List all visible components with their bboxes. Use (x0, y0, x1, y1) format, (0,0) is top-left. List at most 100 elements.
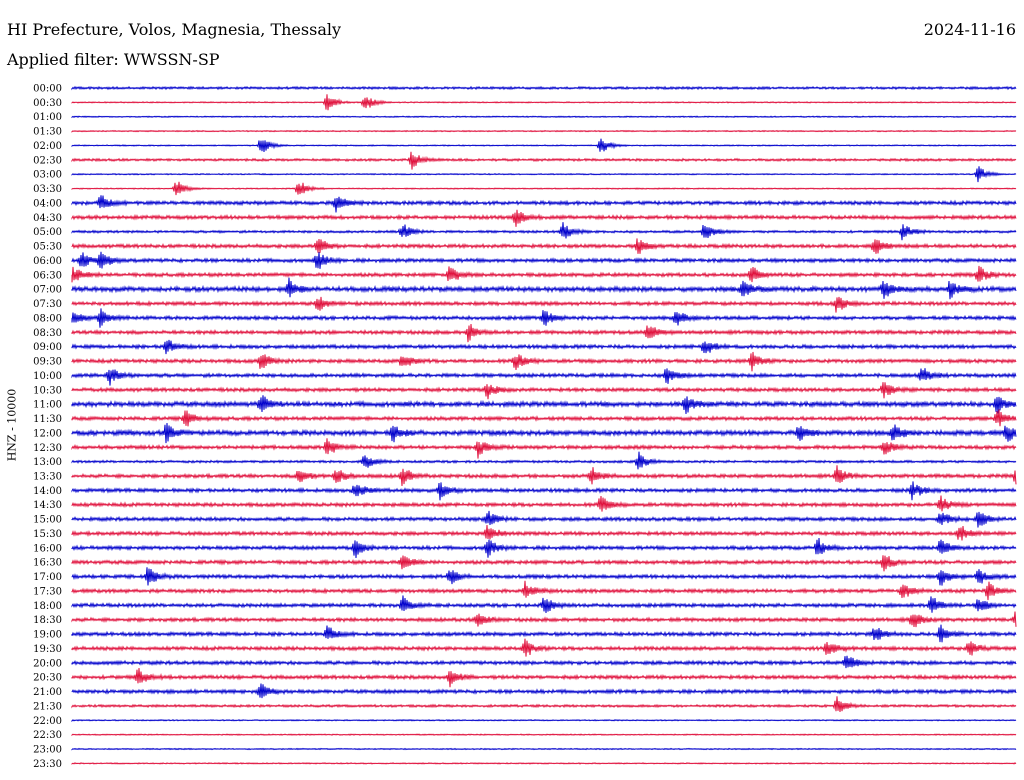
trace-row (71, 481, 1017, 501)
trace-row (71, 277, 1017, 300)
trace-row (71, 668, 1017, 688)
trace-row (71, 555, 1017, 572)
trace-row (71, 238, 1017, 254)
time-label: 22:00 (33, 716, 62, 727)
trace-row (71, 409, 1017, 427)
trace-row (71, 151, 1017, 170)
time-label: 05:00 (33, 227, 62, 238)
time-label: 00:30 (33, 98, 62, 109)
time-label: 06:30 (33, 270, 62, 281)
time-label: 05:30 (33, 242, 62, 253)
time-label: 17:00 (33, 572, 62, 583)
time-label: 08:30 (33, 328, 62, 339)
trace-row (71, 138, 1017, 152)
trace-row (71, 351, 1017, 372)
trace-row (71, 718, 1017, 723)
time-label: 15:00 (33, 515, 62, 526)
trace-row (71, 339, 1017, 355)
trace-row (71, 438, 1017, 459)
time-label: 11:30 (33, 414, 62, 425)
trace-row (71, 655, 1017, 669)
time-label: 01:00 (33, 112, 62, 123)
trace-row (71, 324, 1017, 343)
time-label: 02:00 (33, 141, 62, 152)
time-label: 00:00 (33, 84, 62, 95)
station-title: HI Prefecture, Volos, Magnesia, Thessaly (7, 20, 342, 39)
time-label: 03:30 (33, 184, 62, 195)
trace-row (71, 382, 1017, 400)
time-label: 04:30 (33, 213, 62, 224)
time-label: 01:30 (33, 127, 62, 138)
trace-row (71, 747, 1017, 751)
time-label: 20:00 (33, 658, 62, 669)
time-label: 09:30 (33, 357, 62, 368)
trace-row (71, 638, 1017, 657)
time-label: 09:00 (33, 342, 62, 353)
trace-row (71, 85, 1017, 91)
trace-row (71, 580, 1017, 601)
trace-row (71, 115, 1017, 119)
time-label: 07:30 (33, 299, 62, 310)
time-label: 07:00 (33, 285, 62, 296)
trace-row (71, 181, 1017, 196)
time-label: 19:30 (33, 644, 62, 655)
trace-row (71, 683, 1017, 699)
time-label: 16:30 (33, 558, 62, 569)
date-label: 2024-11-16 (923, 20, 1016, 39)
time-label: 19:00 (33, 630, 62, 641)
trace-row (71, 265, 1017, 283)
time-label: 23:30 (33, 759, 62, 770)
trace-row (71, 567, 1017, 586)
trace-row (71, 495, 1017, 512)
trace-row (71, 308, 1017, 328)
time-label: 21:00 (33, 687, 62, 698)
trace-row (71, 209, 1017, 227)
trace-row (71, 595, 1017, 613)
trace-row (71, 129, 1017, 133)
trace-row (71, 524, 1017, 541)
time-label: 13:00 (33, 457, 62, 468)
time-label: 02:30 (33, 155, 62, 166)
time-label: 18:30 (33, 615, 62, 626)
time-label: 15:30 (33, 529, 62, 540)
trace-row (71, 624, 1017, 643)
time-label: 23:00 (33, 745, 62, 756)
trace-row (71, 368, 1017, 386)
time-label: 10:00 (33, 371, 62, 382)
trace-row (71, 222, 1017, 241)
time-label: 13:30 (33, 471, 62, 482)
trace-row (71, 762, 1017, 765)
time-label: 03:00 (33, 170, 62, 181)
time-label: 04:00 (33, 198, 62, 209)
trace-row (71, 296, 1017, 313)
time-label: 16:00 (33, 543, 62, 554)
time-label: 14:00 (33, 486, 62, 497)
time-label: 10:30 (33, 385, 62, 396)
time-label: 11:00 (33, 400, 62, 411)
time-label: 12:30 (33, 443, 62, 454)
trace-row (71, 537, 1017, 558)
trace-row (71, 733, 1017, 737)
trace-row (71, 395, 1017, 414)
time-label: 21:30 (33, 701, 62, 712)
seismic-traces (71, 85, 1017, 765)
trace-row (71, 611, 1017, 628)
trace-row (71, 696, 1017, 712)
time-label: 17:30 (33, 586, 62, 597)
time-label: 14:30 (33, 500, 62, 511)
time-label: 18:00 (33, 601, 62, 612)
time-axis-labels: 00:00 00:30 01:00 01:30 02:00 02:30 03:00 03:30… (33, 84, 62, 770)
trace-row (71, 251, 1017, 269)
time-label: 20:30 (33, 673, 62, 684)
time-label: 22:30 (33, 730, 62, 741)
time-label: 06:00 (33, 256, 62, 267)
trace-row (71, 166, 1017, 183)
trace-row (71, 94, 1017, 111)
trace-row (71, 423, 1017, 444)
trace-row (71, 465, 1017, 486)
time-label: 08:00 (33, 313, 62, 324)
filter-label: Applied filter: WWSSN-SP (7, 50, 220, 69)
trace-row (71, 195, 1017, 213)
trace-row (71, 510, 1017, 528)
